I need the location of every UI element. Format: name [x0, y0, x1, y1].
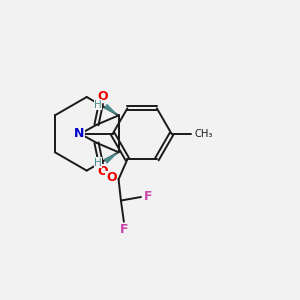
Text: CH₃: CH₃: [194, 129, 213, 139]
Text: H: H: [94, 100, 102, 110]
Text: N: N: [74, 127, 84, 140]
Text: F: F: [120, 224, 128, 236]
Text: O: O: [97, 165, 108, 178]
Text: O: O: [97, 90, 108, 103]
Text: F: F: [144, 190, 153, 203]
Text: H: H: [94, 158, 102, 168]
Text: O: O: [106, 171, 116, 184]
Polygon shape: [103, 104, 118, 116]
Polygon shape: [103, 152, 118, 164]
